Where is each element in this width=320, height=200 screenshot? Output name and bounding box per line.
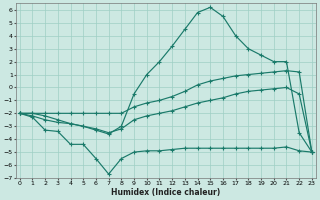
X-axis label: Humidex (Indice chaleur): Humidex (Indice chaleur) xyxy=(111,188,220,197)
